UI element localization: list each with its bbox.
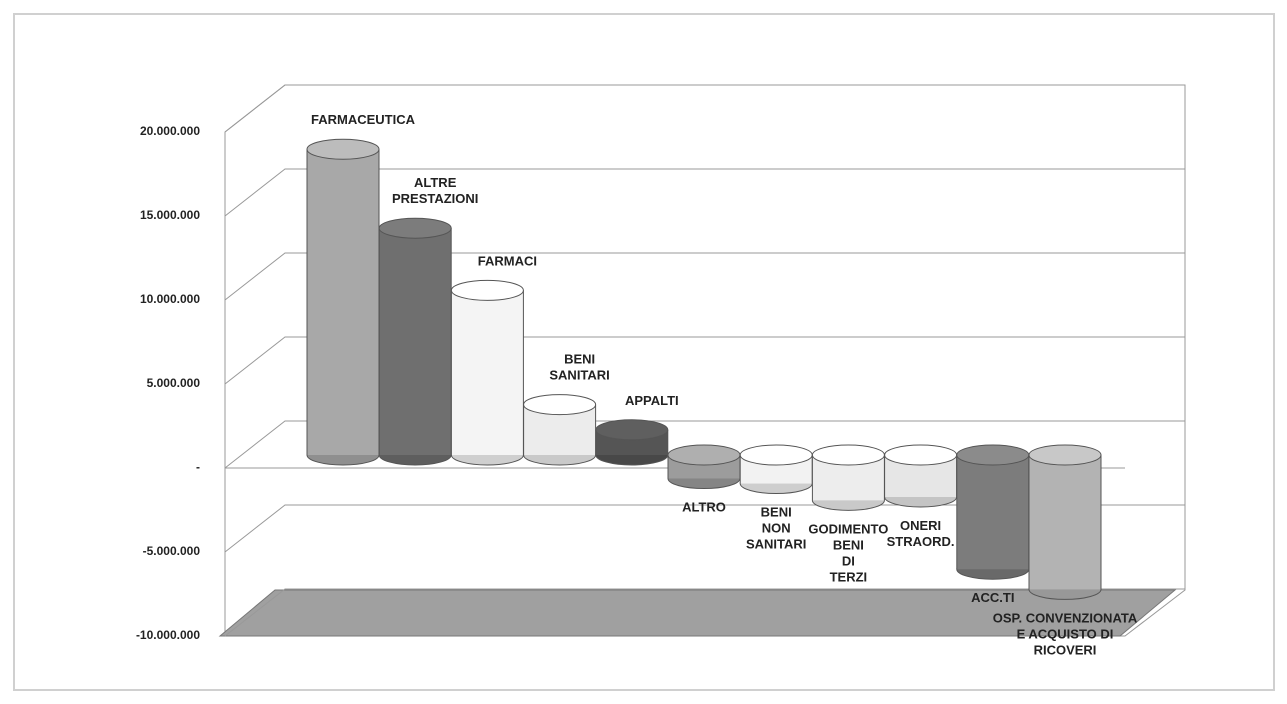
category-label-line: BENI xyxy=(564,352,595,367)
category-label: BENI NON SANITARI xyxy=(746,505,806,552)
category-label-line: PRESTAZIONI xyxy=(392,192,478,207)
category-label-line: ALTRE xyxy=(414,176,457,191)
cylinder-cap xyxy=(667,444,741,466)
cylinder-cap xyxy=(1028,444,1102,466)
category-label-line: DI xyxy=(842,554,855,569)
category-label: APPALTI xyxy=(625,393,679,408)
category-label: ACC.TI xyxy=(971,591,1014,606)
grid-line xyxy=(224,168,1185,217)
category-label-line: ALTRO xyxy=(682,500,726,515)
grid-line xyxy=(224,252,1185,301)
y-tick-label: 20.000.000 xyxy=(140,124,200,138)
cylinder-cap xyxy=(595,419,669,441)
grid-line xyxy=(224,84,1185,133)
category-label-line: ONERI xyxy=(900,518,941,533)
category-label-line: SANITARI xyxy=(746,537,806,552)
category-label: FARMACEUTICA xyxy=(311,113,416,128)
floor xyxy=(218,589,1177,637)
category-label: OSP. CONVENZIONATA E ACQUISTO DI RICOVERI xyxy=(993,611,1138,658)
cylinder-cap xyxy=(956,444,1030,466)
cylinder-cap xyxy=(450,279,524,301)
category-label-line: STRAORD. xyxy=(887,534,955,549)
category-label-line: E ACQUISTO DI xyxy=(1017,627,1114,642)
grid-line xyxy=(224,336,1185,385)
category-label: GODIMENTO BENI DI TERZI xyxy=(808,522,888,585)
category-label-line: FARMACEUTICA xyxy=(311,113,416,128)
y-tick-label: - xyxy=(196,460,200,474)
category-label: FARMACI xyxy=(478,254,537,269)
category-label-line: BENI xyxy=(761,505,792,520)
cylinder-cap xyxy=(811,444,885,466)
bar xyxy=(307,149,379,456)
cylinder-cap xyxy=(739,444,813,466)
category-label: ALTRO xyxy=(682,500,726,515)
cylinder-cap xyxy=(884,444,958,466)
category-label-line: BENI xyxy=(833,538,864,553)
category-label-line: NON xyxy=(762,521,791,536)
cylinder-cap xyxy=(523,394,597,416)
bar xyxy=(956,455,1029,570)
bar xyxy=(451,290,524,455)
cylinder-cap xyxy=(306,138,380,160)
category-label-line: GODIMENTO xyxy=(808,522,888,537)
category-label: ONERI STRAORD. xyxy=(887,518,955,549)
category-label: ALTRE PRESTAZIONI xyxy=(392,176,478,207)
category-label-line: FARMACI xyxy=(478,254,537,269)
bar xyxy=(379,228,452,455)
grid-line xyxy=(224,420,1185,469)
category-label-line: APPALTI xyxy=(625,393,679,408)
category-label-line: TERZI xyxy=(830,570,868,585)
y-tick-label: 15.000.000 xyxy=(140,208,200,222)
grid-line xyxy=(224,588,1185,637)
category-label-line: RICOVERI xyxy=(1034,643,1097,658)
y-tick-label: -5.000.000 xyxy=(143,544,201,558)
grid-line xyxy=(224,504,1185,553)
y-tick-label: -10.000.000 xyxy=(136,628,200,642)
category-label: BENI SANITARI xyxy=(549,352,609,383)
bar xyxy=(1029,455,1101,590)
y-tick-label: 10.000.000 xyxy=(140,292,200,306)
category-label-line: ACC.TI xyxy=(971,591,1014,606)
y-tick-label: 5.000.000 xyxy=(147,376,201,390)
cylinder-cap xyxy=(378,217,452,239)
category-label-line: SANITARI xyxy=(549,368,609,383)
category-label-line: OSP. CONVENZIONATA xyxy=(993,611,1138,626)
